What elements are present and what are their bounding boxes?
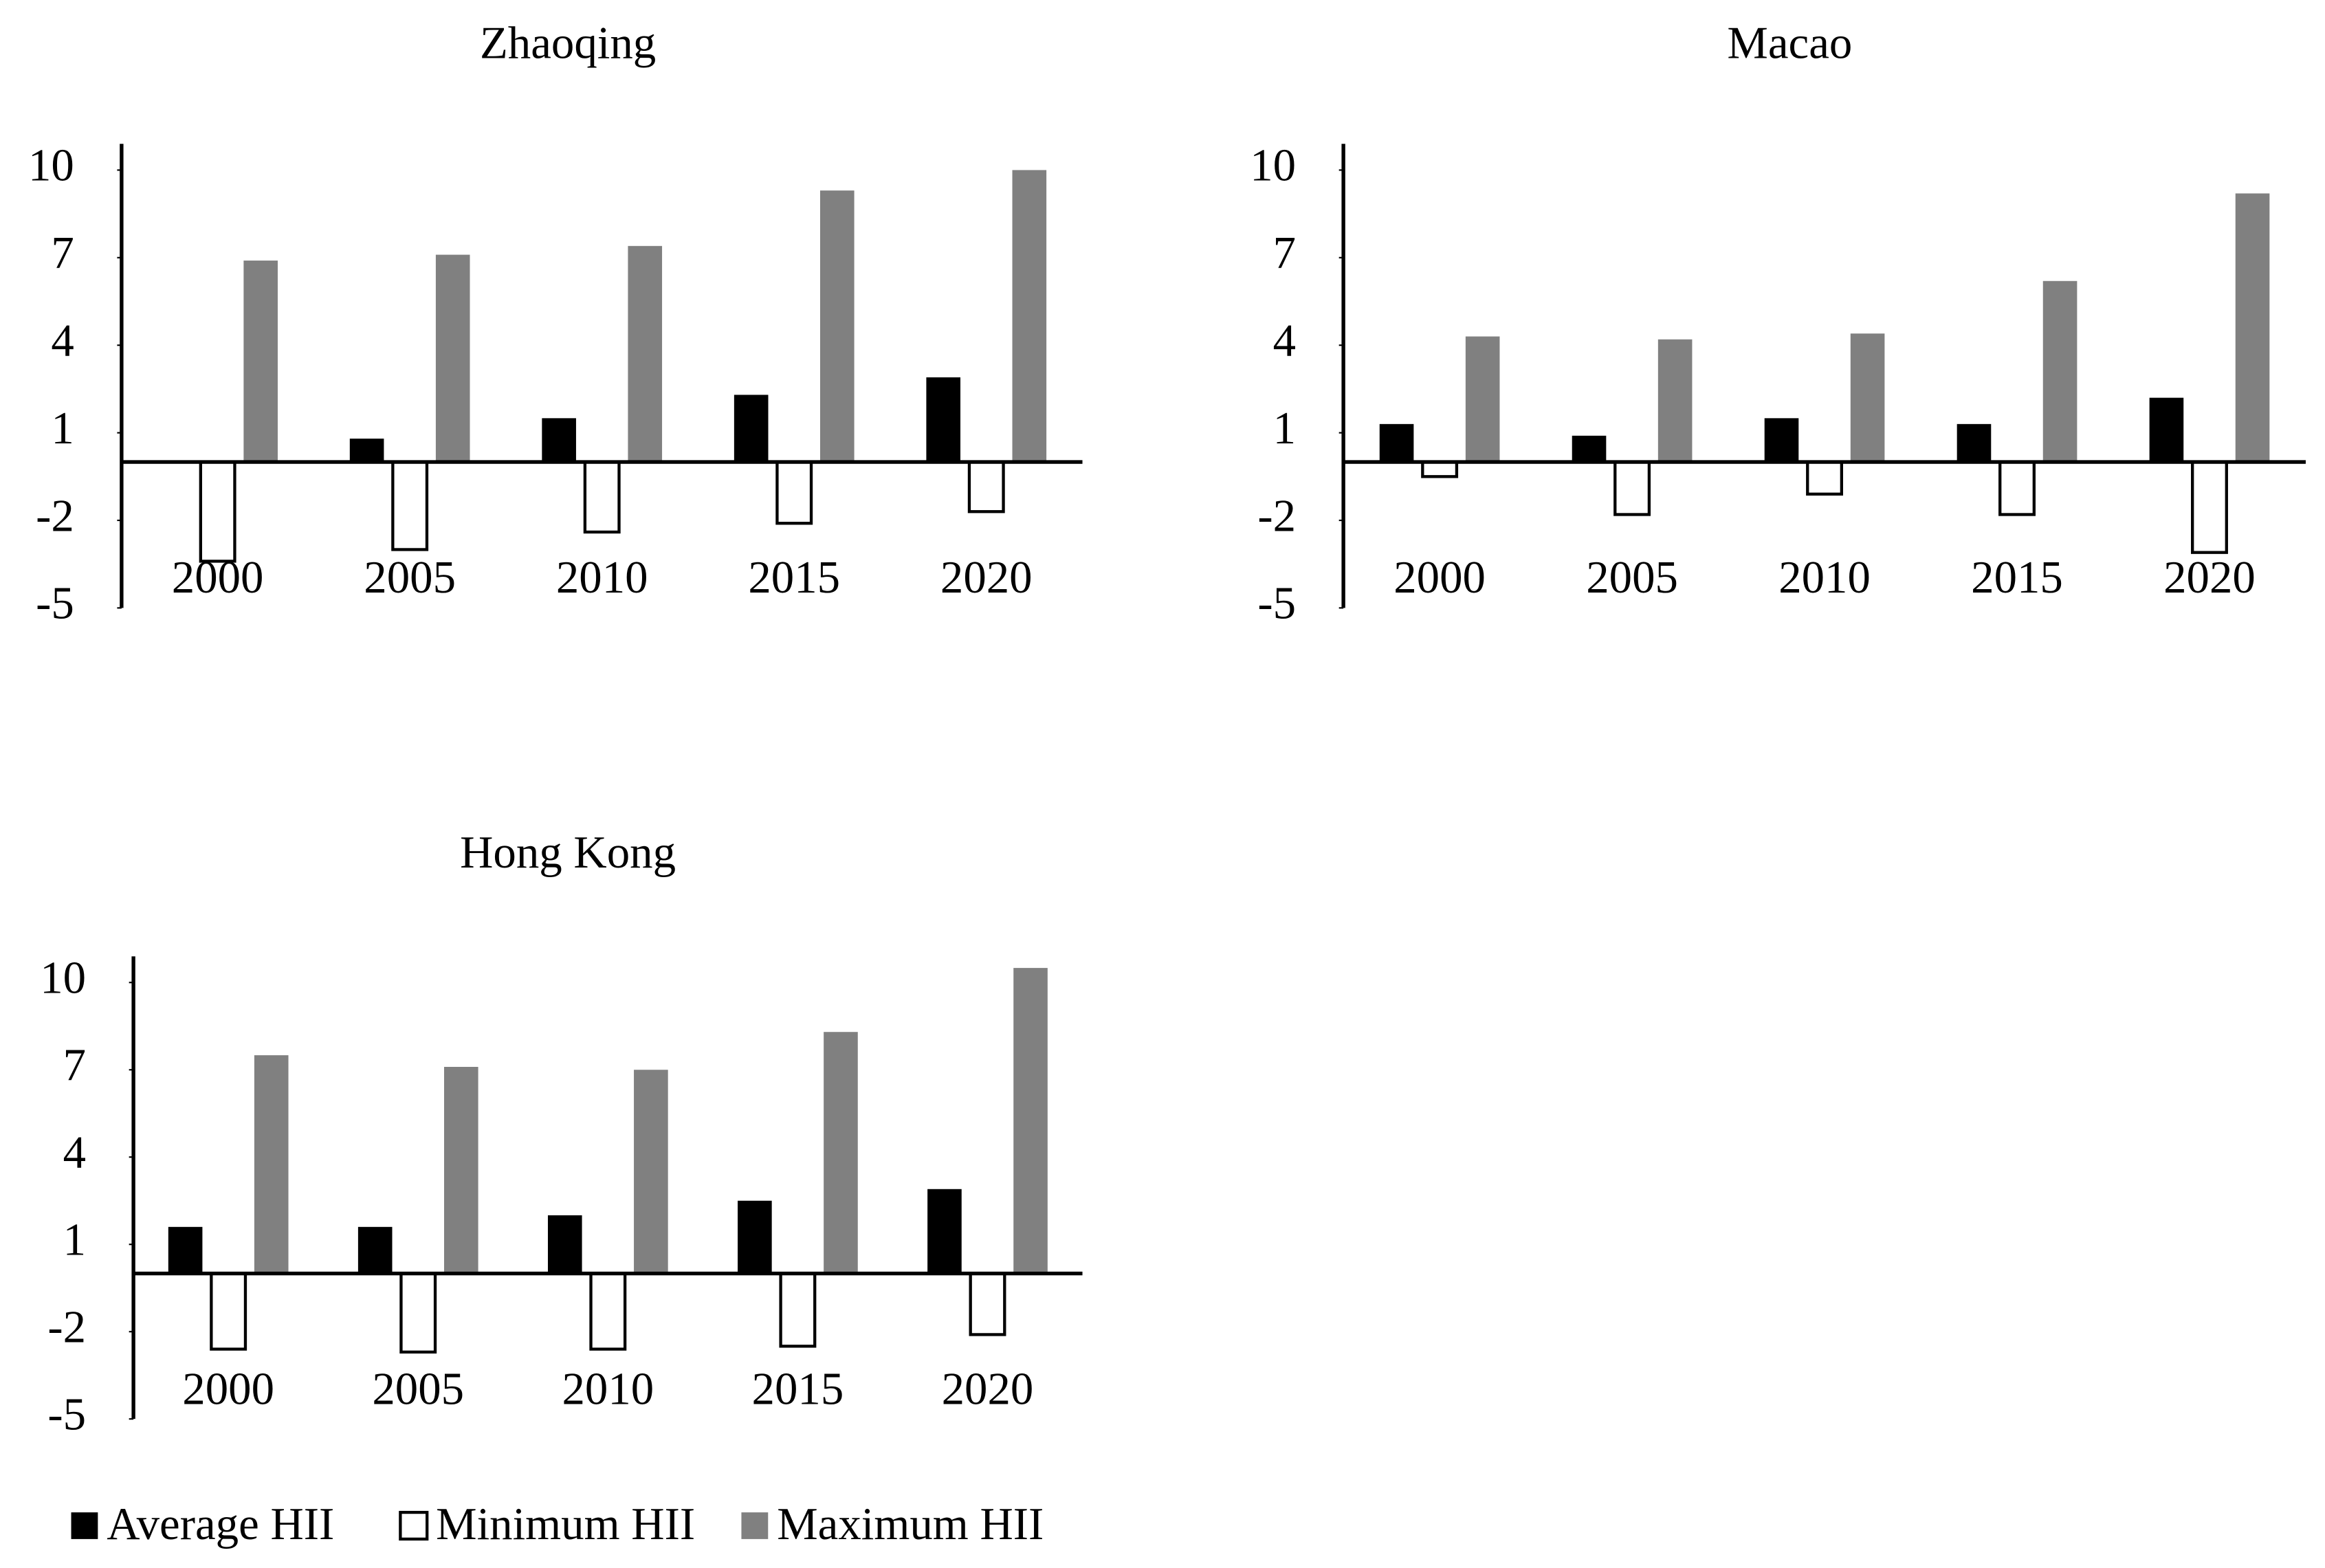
x-tick-label: 2005 — [1586, 552, 1678, 603]
bar — [967, 460, 1005, 514]
x-tick-label: 2015 — [1971, 552, 2063, 603]
y-tick-label: 4 — [1273, 316, 1296, 366]
x-tick-label: 2015 — [752, 1364, 844, 1415]
bar — [199, 460, 236, 563]
bar — [589, 1272, 627, 1351]
bar — [1613, 460, 1651, 516]
chart-title: Hong Kong — [460, 827, 676, 878]
y-tick-label: 7 — [1273, 228, 1296, 278]
bar — [547, 1215, 582, 1274]
bar — [824, 1032, 858, 1274]
y-tick-label: 4 — [63, 1127, 86, 1178]
bar — [1998, 460, 2036, 516]
y-tick-label: 10 — [28, 140, 74, 191]
bar — [1657, 339, 1693, 463]
bar — [1421, 460, 1459, 478]
x-tick-label: 2000 — [182, 1364, 274, 1415]
x-tick-label: 2005 — [372, 1364, 464, 1415]
bar — [926, 377, 961, 463]
bar — [254, 1055, 289, 1274]
y-tick-label: 4 — [51, 316, 74, 366]
x-tick-label: 2020 — [2163, 552, 2256, 603]
bar — [542, 418, 576, 463]
y-tick-label: 10 — [40, 953, 86, 1004]
y-tick-label: -5 — [47, 1389, 86, 1440]
y-tick-label: 7 — [51, 228, 74, 278]
x-tick-label: 2020 — [942, 1364, 1034, 1415]
bar — [1850, 333, 1885, 463]
legend-label: Average HII — [107, 1499, 334, 1549]
bar — [819, 190, 855, 463]
y-tick-label: 1 — [63, 1215, 86, 1266]
chart-title: Macao — [1727, 17, 1852, 68]
bar — [1957, 423, 1992, 463]
bar — [2191, 460, 2228, 554]
x-tick-label: 2020 — [940, 552, 1033, 603]
y-tick-label: 1 — [51, 403, 74, 454]
bar — [775, 460, 813, 525]
x-tick-label: 2010 — [1778, 552, 1871, 603]
bar — [349, 439, 384, 463]
y-tick-label: -5 — [1257, 578, 1296, 629]
bar — [1012, 170, 1047, 463]
legend-swatch — [741, 1512, 769, 1539]
bar — [1465, 336, 1500, 463]
y-tick-label: -2 — [36, 490, 74, 541]
bar — [357, 1226, 393, 1274]
chart-title: Zhaoqing — [480, 17, 656, 68]
bar — [2235, 193, 2270, 463]
bar — [1806, 460, 1844, 496]
bar — [583, 460, 621, 534]
x-tick-label: 2010 — [562, 1364, 654, 1415]
bar — [1013, 968, 1048, 1274]
bar — [969, 1272, 1006, 1336]
bar — [927, 1189, 962, 1274]
bar — [210, 1272, 247, 1351]
bar — [2042, 280, 2078, 463]
y-tick-label: 1 — [1273, 403, 1296, 454]
bar — [1572, 435, 1607, 463]
x-tick-label: 2010 — [556, 552, 648, 603]
bar — [779, 1272, 817, 1348]
legend-label: Minimum HII — [436, 1499, 695, 1549]
y-tick-label: -2 — [47, 1302, 86, 1353]
x-tick-label: 2005 — [364, 552, 456, 603]
bar — [2149, 397, 2184, 463]
bar — [443, 1067, 478, 1274]
x-tick-label: 2015 — [748, 552, 840, 603]
bar — [1379, 423, 1414, 463]
bar — [168, 1226, 203, 1274]
legend-swatch — [71, 1512, 98, 1539]
legend-label: Maximum HII — [777, 1499, 1044, 1549]
bar — [1764, 418, 1799, 463]
y-tick-label: 10 — [1250, 140, 1296, 191]
bar — [628, 245, 663, 463]
y-tick-label: -2 — [1257, 490, 1296, 541]
y-tick-label: -5 — [36, 578, 74, 629]
bar — [391, 460, 429, 551]
legend-swatch — [399, 1510, 429, 1541]
bar — [738, 1200, 772, 1274]
x-tick-label: 2000 — [1393, 552, 1486, 603]
y-tick-label: 7 — [63, 1040, 86, 1091]
bar — [734, 395, 769, 463]
bar — [243, 261, 278, 463]
bar — [399, 1272, 437, 1354]
bar — [634, 1070, 668, 1274]
bar — [435, 254, 470, 463]
